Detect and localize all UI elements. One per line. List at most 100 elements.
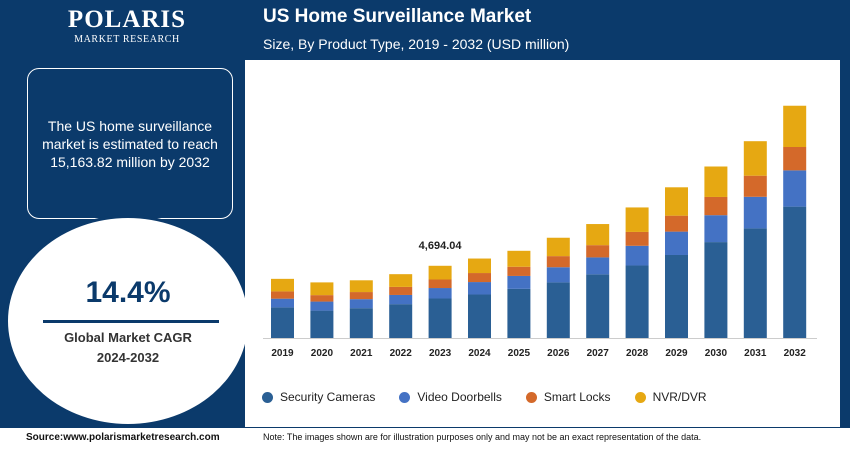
- logo-wordmark: POLARIS: [62, 6, 192, 34]
- x-tick-label-2030: 2030: [705, 348, 728, 359]
- bar-security-cameras-2022: [389, 304, 413, 338]
- cagr-label-line2: 2024-2032: [96, 350, 160, 365]
- chart-area: 2019 2020 2021 2022 2023 2024 2025 2026 2027 2028…: [245, 60, 840, 427]
- bar-video-doorbells-2019: [271, 298, 294, 308]
- bar-smart-locks-2026: [546, 256, 570, 268]
- bar-video-doorbells-2027: [586, 257, 610, 275]
- x-tick-label-2029: 2029: [665, 348, 688, 359]
- bar-smart-locks-2029: [665, 215, 688, 232]
- logo-tagline: MARKET RESEARCH: [74, 34, 180, 45]
- left-panel: POLARIS MARKET RESEARCH The US home surv…: [0, 0, 251, 428]
- bar-video-doorbells-2028: [625, 245, 649, 266]
- cagr-label-line1: Global Market CAGR: [64, 330, 192, 345]
- cagr-label: Global Market CAGR 2024-2032: [8, 328, 248, 368]
- data-label-2023: 4,694.04: [419, 240, 463, 252]
- source-text: Source:www.polarismarketresearch.com: [26, 432, 220, 443]
- bar-nvr-dvr-2021: [349, 280, 373, 293]
- bar-nvr-dvr-2029: [665, 187, 688, 216]
- bar-security-cameras-2030: [704, 242, 728, 338]
- x-tick-label-2031: 2031: [744, 348, 767, 359]
- bar-security-cameras-2024: [468, 294, 491, 338]
- bar-video-doorbells-2025: [507, 275, 531, 289]
- x-tick-label-2025: 2025: [508, 348, 531, 359]
- x-tick-label-2020: 2020: [311, 348, 334, 359]
- bar-security-cameras-2025: [507, 288, 531, 338]
- cagr-badge: 14.4% Global Market CAGR 2024-2032: [5, 215, 251, 427]
- bar-nvr-dvr-2030: [704, 166, 728, 197]
- cagr-divider: [43, 320, 219, 323]
- legend-item-video-doorbells: Video Doorbells: [399, 390, 502, 404]
- bar-video-doorbells-2032: [783, 170, 807, 207]
- x-tick-label-2019: 2019: [271, 348, 294, 359]
- footer-bar: [0, 428, 850, 450]
- bar-security-cameras-2023: [428, 298, 452, 338]
- bar-nvr-dvr-2032: [783, 105, 807, 147]
- bar-security-cameras-2021: [349, 308, 373, 338]
- bar-security-cameras-2032: [783, 206, 807, 338]
- bar-video-doorbells-2029: [665, 231, 688, 255]
- summary-box: The US home surveillance market is estim…: [27, 68, 233, 219]
- bar-smart-locks-2019: [271, 291, 294, 299]
- legend-label: Security Cameras: [280, 390, 376, 404]
- legend-swatch: [399, 391, 411, 403]
- bar-security-cameras-2020: [310, 310, 334, 338]
- bar-nvr-dvr-2026: [546, 237, 570, 257]
- bar-nvr-dvr-2022: [389, 274, 413, 287]
- legend-label: Video Doorbells: [417, 390, 502, 404]
- bar-nvr-dvr-2019: [271, 278, 294, 292]
- x-tick-label-2022: 2022: [390, 348, 413, 359]
- x-tick-label-2032: 2032: [784, 348, 807, 359]
- chart-legend: Security Cameras Video Doorbells Smart Loc…: [262, 390, 731, 404]
- bar-smart-locks-2031: [743, 175, 767, 197]
- logo-name: POLARIS: [67, 6, 187, 33]
- x-tick-label-2027: 2027: [587, 348, 610, 359]
- bar-nvr-dvr-2024: [468, 258, 491, 274]
- bar-smart-locks-2027: [586, 245, 610, 258]
- bar-security-cameras-2029: [665, 254, 688, 338]
- bar-smart-locks-2025: [507, 266, 531, 276]
- summary-text: The US home surveillance market is estim…: [42, 117, 218, 170]
- bar-nvr-dvr-2023: [428, 265, 452, 280]
- bar-smart-locks-2020: [310, 295, 334, 302]
- bar-video-doorbells-2021: [349, 299, 373, 309]
- bar-security-cameras-2026: [546, 282, 570, 338]
- legend-swatch: [634, 391, 646, 403]
- bar-smart-locks-2028: [625, 231, 649, 246]
- bar-smart-locks-2032: [783, 146, 807, 171]
- legend-item-nvr-dvr: NVR/DVR: [634, 390, 707, 404]
- legend-swatch: [262, 391, 273, 403]
- bar-video-doorbells-2023: [428, 288, 452, 299]
- legend-label: Smart Locks: [543, 390, 611, 404]
- x-tick-label-2026: 2026: [547, 348, 570, 359]
- bar-smart-locks-2024: [468, 273, 491, 283]
- x-tick-label-2023: 2023: [429, 348, 452, 359]
- bar-nvr-dvr-2027: [586, 224, 610, 246]
- bar-video-doorbells-2024: [468, 282, 491, 295]
- chart-title: US Home Surveillance Market: [263, 6, 532, 27]
- bar-smart-locks-2021: [349, 292, 373, 300]
- bar-nvr-dvr-2031: [743, 141, 767, 176]
- bar-security-cameras-2027: [586, 274, 610, 338]
- x-tick-label-2024: 2024: [468, 348, 491, 359]
- bar-security-cameras-2031: [743, 228, 767, 338]
- bar-smart-locks-2022: [389, 286, 413, 295]
- bar-nvr-dvr-2025: [507, 250, 531, 267]
- legend-item-smart-locks: Smart Locks: [525, 390, 611, 404]
- bar-video-doorbells-2026: [546, 267, 570, 283]
- x-tick-label-2028: 2028: [626, 348, 649, 359]
- cagr-value: 14.4%: [85, 276, 171, 309]
- bar-security-cameras-2019: [271, 307, 294, 338]
- bar-video-doorbells-2022: [389, 294, 413, 305]
- legend-swatch: [525, 391, 537, 403]
- x-tick-label-2021: 2021: [350, 348, 373, 359]
- bar-video-doorbells-2031: [743, 196, 767, 229]
- disclaimer-note: Note: The images shown are for illustrat…: [263, 432, 702, 442]
- bar-security-cameras-2028: [625, 265, 649, 338]
- chart-subtitle: Size, By Product Type, 2019 - 2032 (USD …: [263, 36, 570, 52]
- bar-video-doorbells-2030: [704, 215, 728, 243]
- bar-nvr-dvr-2028: [625, 207, 649, 232]
- legend-item-security-cameras: Security Cameras: [262, 390, 375, 404]
- bar-nvr-dvr-2020: [310, 282, 334, 296]
- legend-label: NVR/DVR: [652, 390, 707, 404]
- stacked-bar-chart: 2019 2020 2021 2022 2023 2024 2025 2026 2027 2028…: [263, 105, 817, 359]
